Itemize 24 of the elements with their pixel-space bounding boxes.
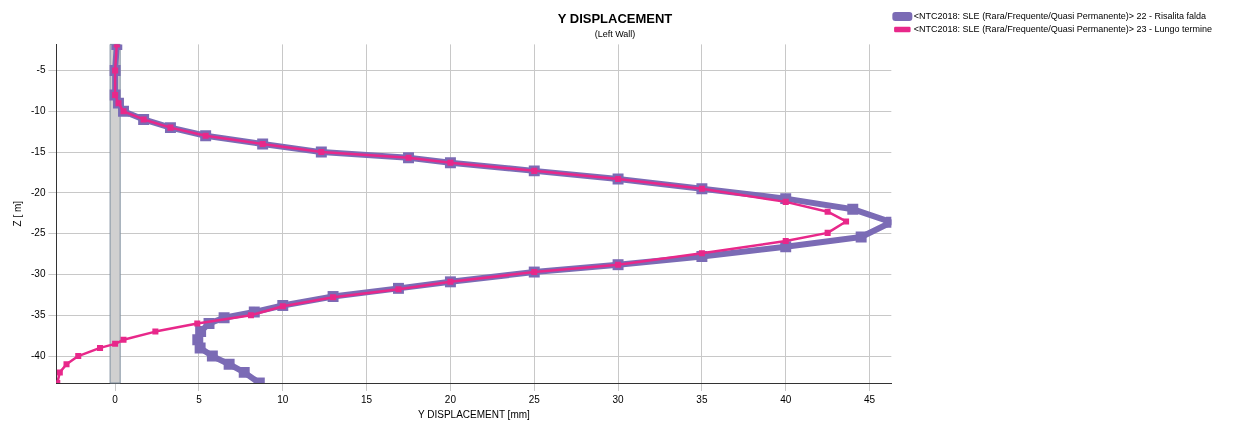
- y-tick-label: -5: [36, 64, 46, 76]
- x-tick-label: 45: [863, 393, 876, 405]
- chart-title: Y DISPLACEMENT: [557, 11, 673, 27]
- legend-label: <NTC2018: SLE (Rara/Frequente/Quasi Permanente)> 23 - Lungo termine: [913, 23, 1213, 34]
- x-tick-label: 40: [780, 393, 792, 405]
- y-tick-label: -30: [31, 268, 46, 280]
- x-tick-label: 15: [361, 393, 373, 405]
- x-tick-label: 5: [196, 393, 203, 405]
- y-tick-label: -15: [31, 145, 46, 157]
- x-tick-label: 25: [528, 393, 541, 405]
- chart-subtitle: (Left Wall): [594, 29, 636, 40]
- y-tick-label: -10: [31, 105, 46, 117]
- x-tick-label: 20: [444, 393, 457, 405]
- y-tick-label: -40: [31, 349, 46, 361]
- y-tick-label: -20: [31, 186, 46, 198]
- legend-label: <NTC2018: SLE (Rara/Frequente/Quasi Permanente)> 22 - Risalita falda: [913, 10, 1206, 21]
- y-axis-title: Z [ m]: [11, 200, 23, 227]
- x-tick-label: 10: [277, 393, 289, 405]
- x-axis-title: Y DISPLACEMENT [mm]: [417, 408, 531, 420]
- y-tick-label: -35: [31, 309, 46, 321]
- y-tick-label: -25: [31, 227, 46, 239]
- x-tick-label: 0: [112, 393, 119, 405]
- x-tick-label: 30: [612, 393, 625, 405]
- x-tick-label: 35: [696, 393, 708, 405]
